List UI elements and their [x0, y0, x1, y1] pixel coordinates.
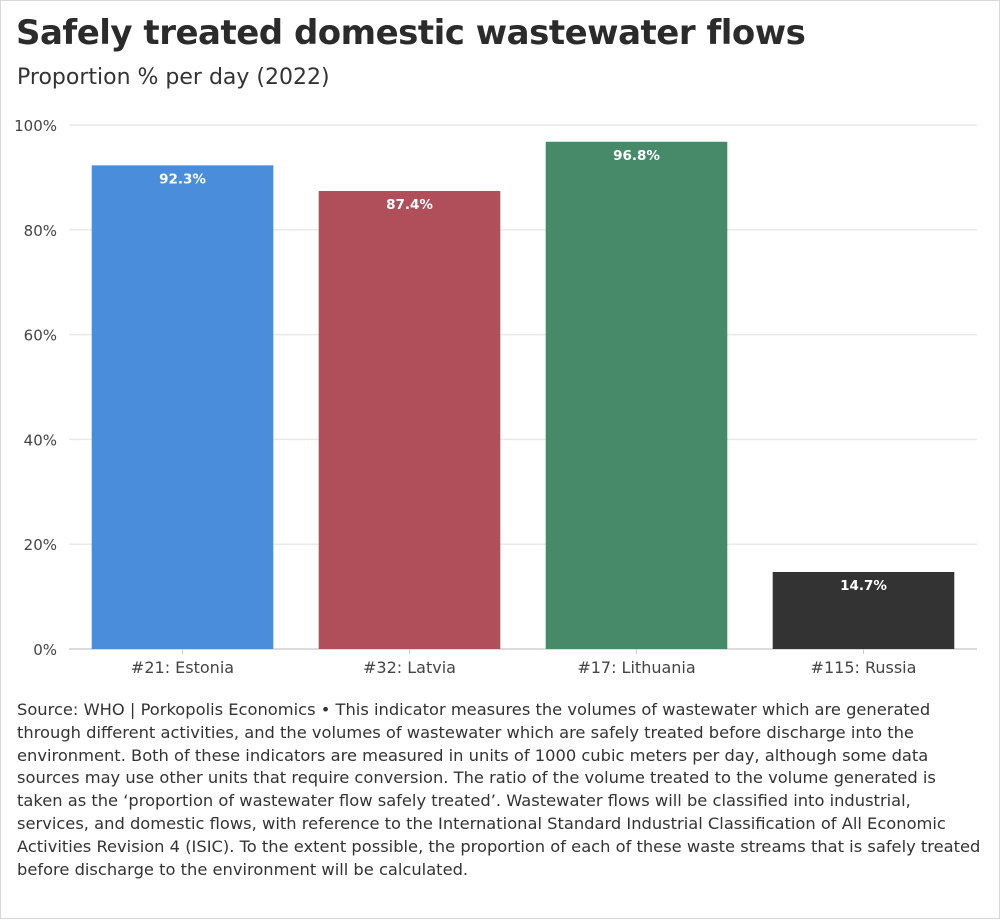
x-tick-label: #32: Latvia [363, 658, 456, 677]
y-tick-label: 60% [24, 327, 57, 345]
y-tick-label: 100% [14, 117, 57, 135]
source-note: Source: WHO | Porkopolis Economics • Thi… [17, 700, 981, 879]
bar [318, 191, 501, 650]
y-tick-label: 80% [24, 222, 57, 240]
data-label: 92.3% [159, 171, 206, 187]
chart-title: Safely treated domestic wastewater flows [16, 13, 806, 53]
y-tick-label: 0% [33, 641, 57, 659]
bar [91, 165, 274, 649]
y-tick-label: 20% [24, 536, 57, 554]
y-tick-label: 40% [24, 431, 57, 449]
data-label: 14.7% [840, 578, 887, 594]
data-label: 87.4% [386, 197, 433, 213]
chart-subtitle: Proportion % per day (2022) [17, 65, 330, 90]
bar-chart: 0% 20% 40% 60% 80% 100% 92.3% #21: Estonia 87.4%… [14, 117, 977, 677]
bar [545, 141, 728, 649]
data-label: 96.8% [613, 148, 660, 164]
x-tick-label: #21: Estonia [131, 658, 234, 677]
x-tick-label: #17: Lithuania [577, 658, 695, 677]
bar [772, 571, 955, 649]
x-tick-label: #115: Russia [811, 658, 917, 677]
